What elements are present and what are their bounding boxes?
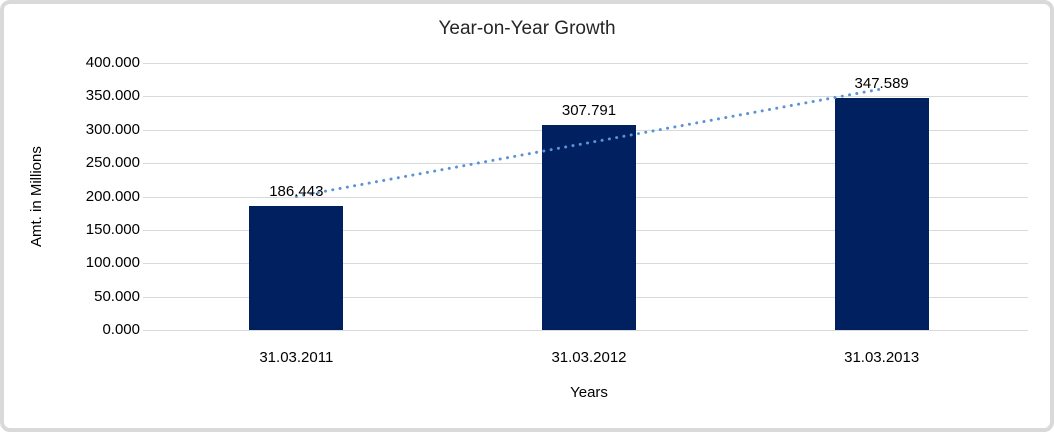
y-tick-label: 350.000 bbox=[85, 87, 140, 105]
gridline bbox=[143, 330, 1028, 331]
bar bbox=[249, 205, 344, 330]
y-tick-label: 150.000 bbox=[85, 220, 140, 238]
x-axis-title: Years bbox=[570, 384, 608, 401]
y-tick-label: 50.000 bbox=[94, 287, 140, 305]
chart-title: Year-on-Year Growth bbox=[438, 18, 616, 39]
y-tick-label: 400.000 bbox=[85, 54, 140, 71]
y-tick-label: 250.000 bbox=[85, 154, 140, 172]
y-tick-label: 100.000 bbox=[85, 254, 140, 272]
bar bbox=[834, 97, 929, 330]
bar bbox=[542, 124, 636, 330]
data-label: 307.791 bbox=[561, 101, 617, 119]
data-label: 347.589 bbox=[854, 74, 909, 92]
gridline bbox=[143, 63, 1028, 64]
x-tick-label: 31.03.2012 bbox=[551, 349, 627, 366]
y-tick-label: 0.000 bbox=[102, 321, 140, 338]
x-tick-label: 31.03.2013 bbox=[844, 349, 920, 366]
x-tick-label: 31.03.2011 bbox=[259, 349, 334, 366]
data-label: 186.443 bbox=[269, 182, 324, 200]
y-tick-label: 200.000 bbox=[85, 187, 140, 205]
y-tick-label: 300.000 bbox=[85, 120, 140, 138]
